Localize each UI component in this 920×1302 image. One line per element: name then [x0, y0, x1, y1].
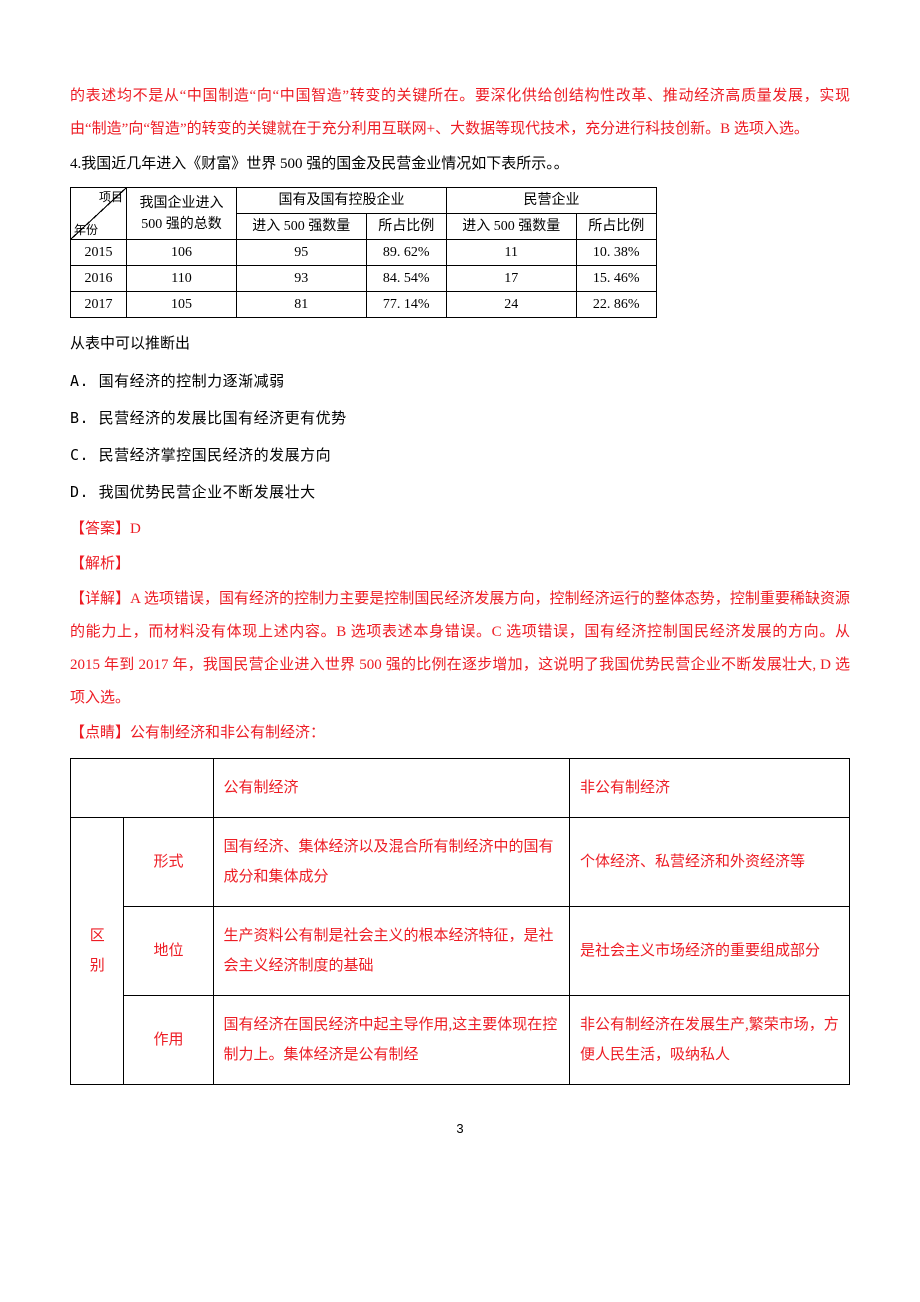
option-b: B. 民营经济的发展比国有经济更有优势 — [70, 402, 850, 435]
row3-public: 国有经济在国民经济中起主导作用,这主要体现在控制力上。集体经济是公有制经 — [213, 996, 569, 1085]
row1-public: 国有经济、集体经济以及混合所有制经济中的国有成分和集体成分 — [213, 818, 569, 907]
cell-pri-r: 15. 46% — [576, 266, 657, 292]
cell-pri-r: 10. 38% — [576, 240, 657, 266]
head-total: 我国企业进入500 强的总数 — [127, 188, 237, 240]
cell-soe-n: 93 — [237, 266, 367, 292]
row1-nonpublic: 个体经济、私营经济和外资经济等 — [569, 818, 849, 907]
table-row: 2016 110 93 84. 54% 17 15. 46% — [71, 266, 657, 292]
row2-public: 生产资料公有制是社会主义的根本经济特征，是社会主义经济制度的基础 — [213, 907, 569, 996]
option-c: C. 民营经济掌控国民经济的发展方向 — [70, 439, 850, 472]
cell-year: 2017 — [71, 292, 127, 318]
table-row: 2017 105 81 77. 14% 24 22. 86% — [71, 292, 657, 318]
cell-total: 105 — [127, 292, 237, 318]
sub-priv-count: 进入 500 强数量 — [447, 214, 577, 240]
empty-header — [71, 759, 214, 818]
cell-soe-r: 77. 14% — [366, 292, 447, 318]
cell-pri-r: 22. 86% — [576, 292, 657, 318]
answer-label: 【答案】D — [70, 513, 850, 546]
row2-nonpublic: 是社会主义市场经济的重要组成部分 — [569, 907, 849, 996]
cell-pri-n: 17 — [447, 266, 577, 292]
fortune500-table: 项目 年份 我国企业进入500 强的总数 国有及国有控股企业 民营企业 进入 5… — [70, 187, 657, 318]
intro-red-paragraph: 的表述均不是从“中国制造“向“中国智造”转变的关键所在。要深化供给创结构性改革、… — [70, 80, 850, 146]
options-block: A. 国有经济的控制力逐渐减弱 B. 民营经济的发展比国有经济更有优势 C. 民… — [70, 365, 850, 509]
q4-stem: 4.我国近几年进入《财富》世界 500 强的国金及民营金业情况如下表所示。。 — [70, 148, 850, 181]
diag-bottom-label: 年份 — [74, 223, 98, 237]
option-d: D. 我国优势民营企业不断发展壮大 — [70, 476, 850, 509]
sub-soe-count: 进入 500 强数量 — [237, 214, 367, 240]
sub-priv-ratio: 所占比例 — [576, 214, 657, 240]
cell-total: 106 — [127, 240, 237, 266]
cell-pri-n: 24 — [447, 292, 577, 318]
cell-total: 110 — [127, 266, 237, 292]
row2-label: 地位 — [124, 907, 213, 996]
comparison-table: 公有制经济 非公有制经济 区别 形式 国有经济、集体经济以及混合所有制经济中的国… — [70, 758, 850, 1085]
cell-pri-n: 11 — [447, 240, 577, 266]
head-priv-group: 民营企业 — [447, 188, 657, 214]
page-number: 3 — [70, 1115, 850, 1144]
cell-soe-n: 81 — [237, 292, 367, 318]
cell-year: 2015 — [71, 240, 127, 266]
cell-soe-r: 84. 54% — [366, 266, 447, 292]
row-group-label: 区别 — [71, 818, 124, 1085]
row3-nonpublic: 非公有制经济在发展生产,繁荣市场，方便人民生活，吸纳私人 — [569, 996, 849, 1085]
diag-top-label: 项目 — [99, 190, 123, 204]
cell-soe-r: 89. 62% — [366, 240, 447, 266]
tip-label: 【点睛】公有制经济和非公有制经济： — [70, 717, 850, 750]
sub-soe-ratio: 所占比例 — [366, 214, 447, 240]
cell-year: 2016 — [71, 266, 127, 292]
infer-label: 从表中可以推断出 — [70, 328, 850, 361]
head-soe-group: 国有及国有控股企业 — [237, 188, 447, 214]
cell-soe-n: 95 — [237, 240, 367, 266]
analysis-label: 【解析】 — [70, 548, 850, 581]
row3-label: 作用 — [124, 996, 213, 1085]
option-a: A. 国有经济的控制力逐渐减弱 — [70, 365, 850, 398]
row1-label: 形式 — [124, 818, 213, 907]
col-nonpublic-header: 非公有制经济 — [569, 759, 849, 818]
table-row: 2015 106 95 89. 62% 11 10. 38% — [71, 240, 657, 266]
detail-text: 【详解】A 选项错误，国有经济的控制力主要是控制国民经济发展方向，控制经济运行的… — [70, 583, 850, 715]
col-public-header: 公有制经济 — [213, 759, 569, 818]
